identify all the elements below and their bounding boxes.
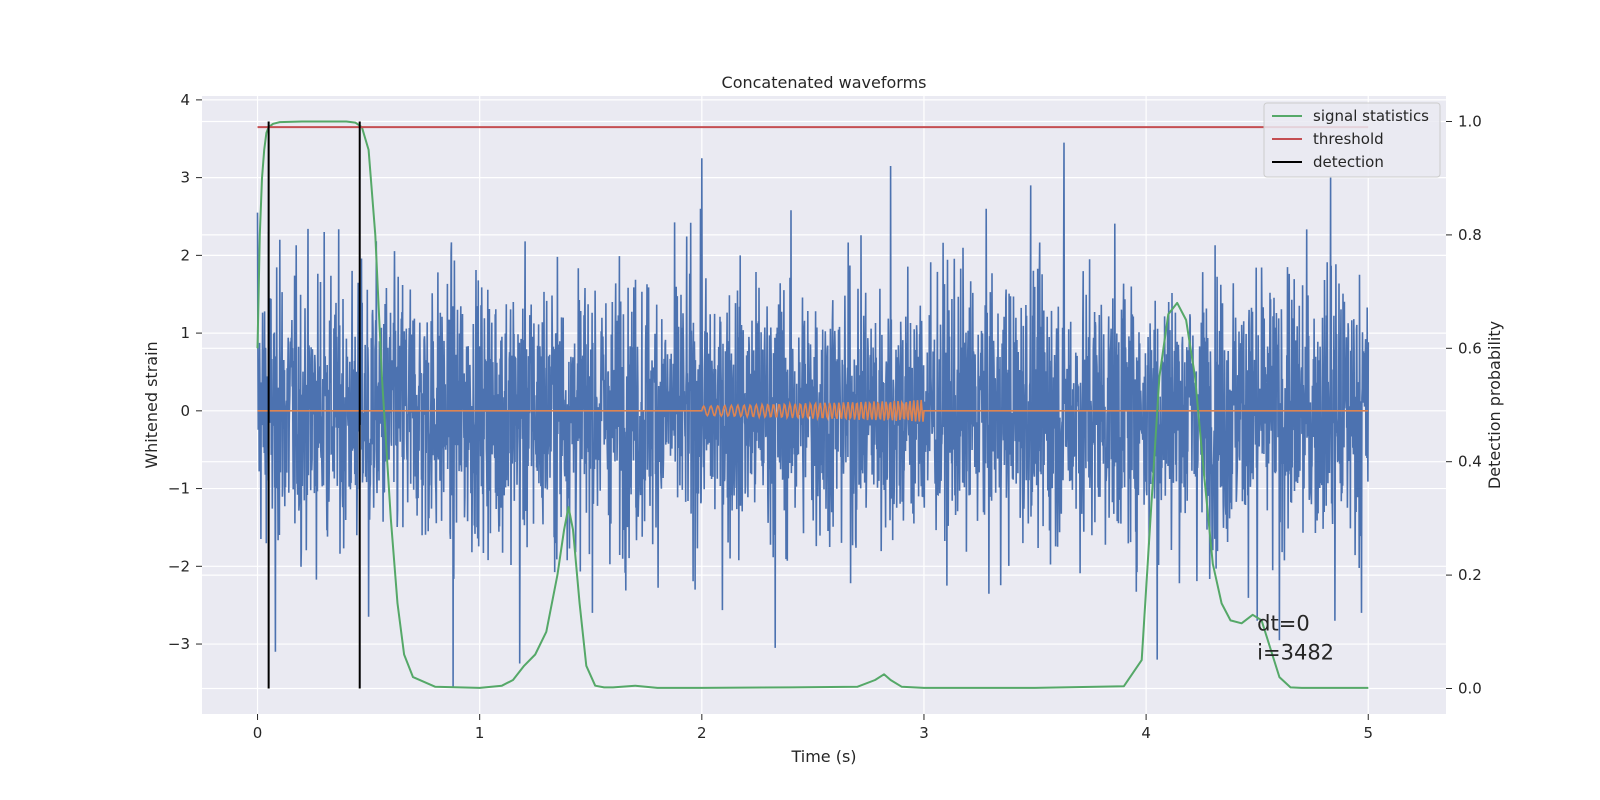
legend-box [1263,102,1441,178]
x-axis-title: Time (s) [790,747,856,766]
y2-tick-label-4: 0.8 [1458,226,1482,244]
y-tick-label-3: 0 [180,402,190,420]
signal-statistics-line [256,120,1369,689]
annotation-dt: dt=0 [1257,612,1310,636]
annotation: dt=0 i=3482 [1257,612,1334,665]
legend-label-signal-statistics: signal statistics [1313,107,1429,125]
y-tick-label-1: −2 [168,557,190,575]
y-tick-label-7: 4 [180,91,190,109]
y2-tick-label-0: 0.0 [1458,679,1482,697]
x-tick-label-4: 4 [1141,724,1151,742]
x-tick-label-2: 2 [697,724,707,742]
y2-tick-label-3: 0.6 [1458,339,1482,357]
y2-axis-title: Detection probability [1485,321,1504,489]
grid [202,96,1446,714]
noise-series [256,142,1370,687]
chart-title: Concatenated waveforms [722,73,927,92]
x-tick-label-3: 3 [919,724,929,742]
legend: signal statistics threshold detection [1263,102,1441,178]
injection-series [257,399,1369,422]
x-tick-label-5: 5 [1363,724,1373,742]
legend-label-detection: detection [1313,153,1384,171]
noise-line [256,142,1370,687]
x-tick-label-0: 0 [253,724,263,742]
y-axis-title: Whitened strain [142,341,161,468]
annotation-i: i=3482 [1257,641,1334,665]
y-tick-label-0: −3 [168,635,190,653]
y-tick-label-2: −1 [168,480,190,498]
right-axis-series [256,120,1369,689]
injection-line [257,399,1369,422]
y-tick-label-4: 1 [180,324,190,342]
legend-label-threshold: threshold [1313,130,1384,148]
y-tick-label-5: 2 [180,246,190,264]
y2-tick-label-5: 1.0 [1458,113,1482,131]
y-tick-label-6: 3 [180,169,190,187]
x-tick-label-1: 1 [475,724,485,742]
axes: 0 1 2 3 4 5 −3 −2 −1 0 1 2 3 4 0.0 0.2 0.4 0.6 0.8 1.0 [168,91,1482,742]
y2-tick-label-2: 0.4 [1458,453,1482,471]
y2-tick-label-1: 0.2 [1458,566,1482,584]
